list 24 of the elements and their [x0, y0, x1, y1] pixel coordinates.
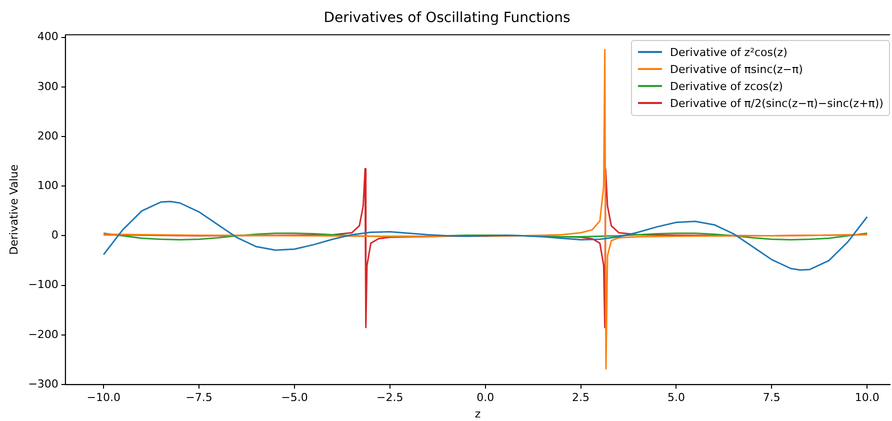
legend-label: Derivative of πsinc(z−π): [670, 62, 803, 76]
legend-label: Derivative of zcos(z): [670, 80, 783, 93]
x-tick-label: 10.0: [854, 391, 880, 404]
x-tick-label: −5.0: [281, 391, 308, 404]
y-tick-label: 200: [37, 129, 58, 142]
x-tick-label: −10.0: [86, 391, 120, 404]
y-tick-label: 400: [37, 30, 58, 44]
legend-label: Derivative of z²cos(z): [670, 46, 788, 59]
y-tick-label: −200: [28, 328, 58, 341]
y-tick-label: 100: [37, 178, 58, 192]
x-tick-label: 2.5: [572, 391, 590, 404]
y-tick-label: −300: [28, 377, 58, 390]
x-tick-label: 5.0: [667, 391, 685, 404]
y-axis-title: Derivative Value: [7, 164, 20, 255]
y-tick-label: 0: [51, 228, 58, 242]
chart-title: Derivatives of Oscillating Functions: [324, 10, 570, 26]
legend-label: Derivative of π/2(sinc(z−π)−sinc(z+π)): [670, 96, 884, 110]
x-tick-label: 0.0: [476, 391, 494, 404]
y-tick-label: −100: [28, 278, 58, 292]
x-tick-label: −7.5: [186, 391, 212, 404]
x-axis-title: z: [474, 407, 481, 420]
x-tick-label: 7.5: [762, 391, 780, 404]
y-tick-label: 300: [37, 80, 58, 93]
x-tick-label: −2.5: [376, 391, 404, 404]
